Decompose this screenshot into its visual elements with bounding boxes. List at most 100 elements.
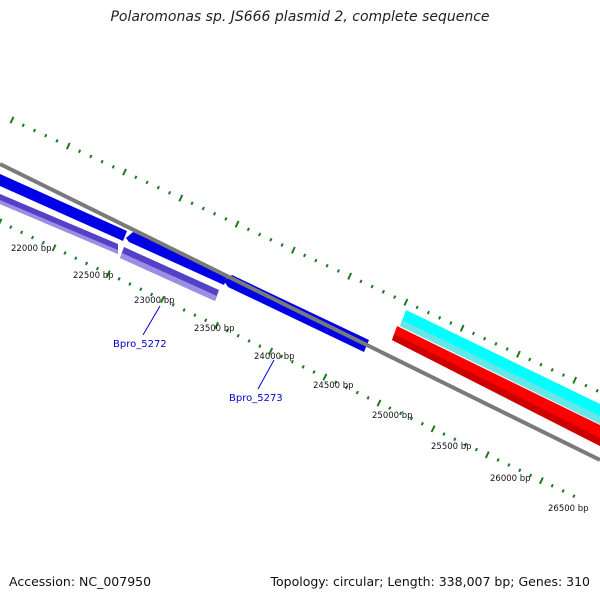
outer-tick	[234, 220, 240, 228]
outer-tick	[32, 128, 37, 133]
ruler-tick	[225, 328, 230, 333]
ruler-tick	[236, 333, 240, 338]
ruler-tick	[355, 390, 359, 395]
outer-tick	[516, 350, 521, 358]
outer-tick	[381, 289, 386, 294]
ruler-tick	[376, 399, 382, 407]
outer-tick	[347, 272, 353, 280]
outer-tick	[122, 168, 127, 176]
outer-tick	[483, 336, 487, 341]
ruler-tick	[214, 321, 220, 330]
topology-text: Topology: circular; Length: 338,007 bp; …	[270, 574, 591, 589]
ruler-tick	[51, 244, 57, 252]
ruler-label: 26500 bp	[548, 504, 589, 514]
ruler-tick	[496, 458, 500, 462]
outer-tick	[269, 237, 273, 242]
ruler-tick	[464, 442, 468, 447]
outer-tick	[505, 347, 509, 351]
outer-tick	[280, 243, 284, 247]
ruler-tick	[139, 287, 143, 292]
outer-tick	[190, 201, 194, 206]
ruler-tick	[128, 282, 132, 286]
ruler-tick	[159, 295, 165, 304]
outer-tick	[449, 321, 453, 325]
outer-tick	[595, 388, 599, 393]
outer-tick	[370, 284, 374, 289]
ruler-tick	[268, 347, 274, 355]
ruler-tick	[149, 292, 154, 297]
gene-labels: Bpro_5272 Bpro_5273	[113, 305, 283, 404]
ruler-tick	[312, 370, 316, 374]
outer-tick	[290, 246, 296, 254]
ruler-tick	[409, 416, 414, 421]
ruler-tick	[484, 451, 490, 459]
ruler-tick	[9, 225, 13, 230]
ruler-tick	[399, 411, 403, 416]
outer-tick	[178, 194, 184, 202]
ruler-tick	[507, 463, 511, 467]
ruler-tick-ring	[0, 218, 576, 499]
ruler-tick	[41, 240, 45, 245]
ruler-label: 23500 bp	[194, 324, 235, 334]
ruler-tick	[258, 344, 262, 349]
ruler-label: 23000 bp	[134, 296, 175, 306]
forward-gene-bpro-5272[interactable]	[126, 232, 228, 285]
ruler-tick	[420, 421, 424, 426]
ruler-tick	[518, 468, 522, 473]
outer-tick	[65, 142, 71, 150]
forward-gene-1[interactable]	[0, 174, 127, 241]
ruler-label: 26000 bp	[490, 474, 531, 484]
ruler-label: 25000 bp	[372, 411, 413, 421]
ruler-label: 24000 bp	[254, 352, 295, 362]
ruler-tick	[301, 364, 305, 369]
outer-tick	[201, 206, 205, 211]
ruler-tick	[572, 494, 576, 499]
ruler-tick	[528, 473, 533, 478]
ruler-tick	[550, 483, 554, 488]
ruler-label: 24500 bp	[313, 381, 354, 391]
outer-tick	[77, 149, 82, 154]
outer-tick	[336, 269, 340, 273]
outer-tick	[403, 298, 409, 306]
ruler-tick	[279, 354, 284, 359]
outer-tick	[44, 133, 48, 138]
ruler-tick	[84, 261, 89, 266]
outer-tick	[550, 367, 554, 372]
right-features	[392, 310, 600, 446]
outer-tick-ring	[9, 116, 599, 393]
outer-tick	[212, 211, 217, 216]
outer-tick	[314, 258, 318, 263]
ruler-label: 22500 bp	[73, 271, 114, 281]
leader-line	[142, 305, 161, 336]
outer-tick	[359, 279, 363, 284]
outer-tick	[561, 373, 566, 377]
forward-strand-features	[0, 174, 369, 352]
ruler-tick	[453, 437, 457, 442]
outer-tick	[156, 185, 160, 190]
cyan-feature-shade	[400, 320, 600, 424]
outer-tick	[393, 295, 397, 299]
ruler-tick	[344, 385, 349, 390]
gene-label-bpro-5272[interactable]: Bpro_5272	[113, 339, 167, 350]
outer-tick	[167, 190, 172, 195]
accession-text: Accession: NC_007950	[9, 574, 152, 589]
ruler-tick	[63, 251, 67, 255]
ruler-label: 25500 bp	[431, 442, 472, 452]
ruler-tick	[334, 380, 338, 385]
ruler-tick	[193, 313, 197, 317]
ruler-labels: 22000 bp 22500 bp 23000 bp 23500 bp 2400…	[11, 244, 589, 514]
ruler-tick	[95, 266, 100, 271]
outer-tick	[89, 154, 93, 159]
outer-tick	[246, 227, 250, 232]
gene-label-bpro-5273[interactable]: Bpro_5273	[229, 393, 283, 404]
reverse-gene-1-highlight	[0, 200, 118, 254]
outer-tick	[9, 116, 15, 124]
ruler-tick	[561, 489, 565, 493]
ruler-tick	[0, 218, 3, 225]
outer-tick	[494, 341, 498, 346]
outer-tick	[572, 376, 578, 384]
ruler-tick	[30, 235, 35, 240]
red-feature-shade	[392, 334, 600, 446]
outer-tick	[438, 315, 442, 320]
outer-tick	[145, 180, 149, 185]
